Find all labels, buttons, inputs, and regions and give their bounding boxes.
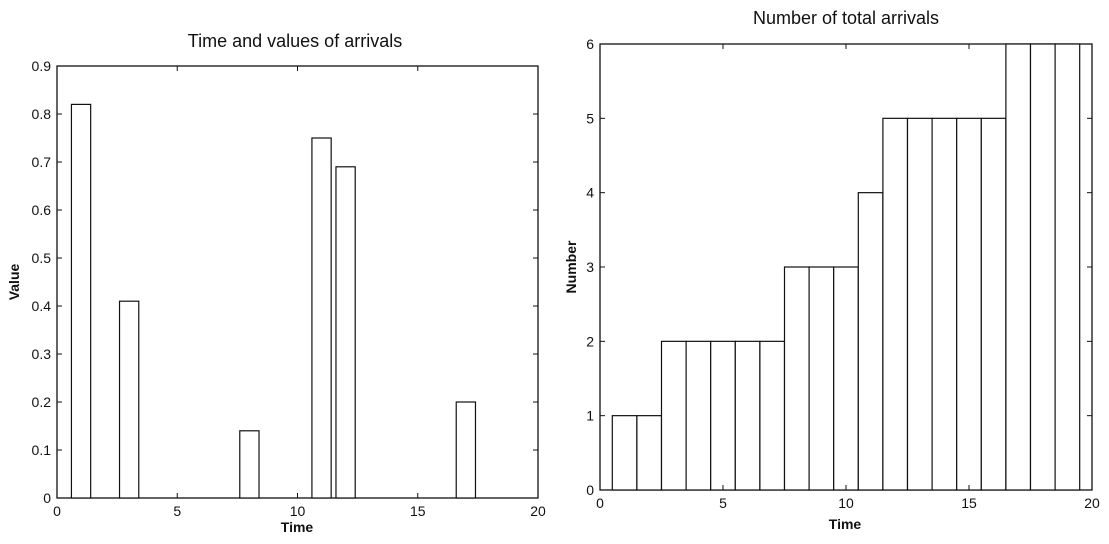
bar [239,430,260,499]
x-tick-label: 5 [719,495,727,511]
bar [660,340,687,491]
bar [455,401,477,499]
y-tick-label: 0.1 [32,442,52,458]
y-tick-label: 0 [586,482,594,498]
bar [931,117,958,491]
y-tick-label: 0.9 [32,58,52,74]
y-axis-label: Number [563,240,579,293]
x-axis-label: Time [829,516,862,532]
tick-group: 0 5 10 15 20 0 1 2 3 4 5 6 [586,36,1100,511]
y-tick-label: 0.2 [32,394,52,410]
x-tick-label: 0 [596,495,604,511]
bar [882,117,909,491]
bar [1054,43,1081,491]
y-tick-label: 0 [43,490,51,506]
bar [1005,43,1032,491]
bar [808,266,835,491]
bar [956,117,982,491]
x-tick-label: 5 [173,503,181,519]
y-axis-label: Value [6,264,22,301]
bar [857,192,884,491]
bar [734,340,761,491]
x-tick-label: 20 [1084,495,1100,511]
bar [759,340,786,491]
y-tick-label: 0.4 [32,298,52,314]
bar [710,340,736,491]
bar [685,340,712,491]
y-tick-label: 0.3 [32,346,52,362]
y-tick-label: 2 [586,333,594,349]
bar [783,266,810,491]
x-tick-label: 10 [838,495,854,511]
y-tick-label: 0.7 [32,154,52,170]
bar [906,117,933,491]
bar [335,166,356,499]
y-tick-label: 3 [586,259,594,275]
y-tick-label: 4 [586,185,594,201]
bar [311,137,332,499]
x-tick-label: 15 [410,503,426,519]
chart-left: Time and values of arrivals 0 5 10 15 20 0 0.1… [6,31,546,535]
y-tick-label: 1 [586,408,594,424]
x-tick-label: 0 [53,503,61,519]
chart-right: Number of total arrivals 0 5 10 15 20 0 1 2 3 4 5 6… [563,8,1100,532]
chart-title: Number of total arrivals [753,8,939,28]
x-tick-label: 10 [290,503,306,519]
bar [636,415,663,491]
y-tick-label: 0.6 [32,202,52,218]
y-tick-label: 0.5 [32,250,52,266]
chart-title: Time and values of arrivals [188,31,402,51]
y-tick-label: 5 [586,110,594,126]
bar [980,117,1007,491]
bar [611,415,638,491]
y-tick-label: 0.8 [32,106,52,122]
bar-group [611,43,1081,491]
bar [70,103,92,499]
bar [833,266,859,491]
x-tick-label: 15 [961,495,977,511]
bar [118,300,140,499]
y-tick-label: 6 [586,36,594,52]
bar [1029,43,1056,491]
x-tick-label: 20 [530,503,546,519]
tick-group: 0 5 10 15 20 0 0.1 0.2 0.3 0.4 0.5 0.6 0.7 0.8 0.9 [32,58,546,519]
x-axis-label: Time [281,519,314,535]
bar-group [70,103,477,499]
